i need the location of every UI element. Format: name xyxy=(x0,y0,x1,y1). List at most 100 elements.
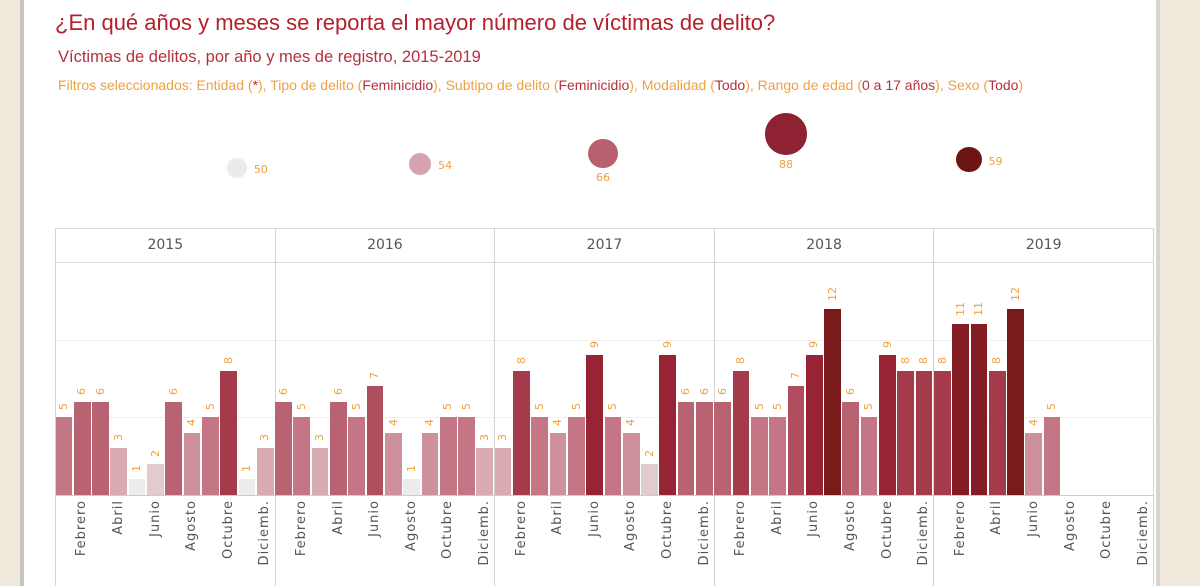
bar xyxy=(1043,417,1061,495)
bar-value-label: 5 xyxy=(569,403,583,411)
bar-value-label: 9 xyxy=(587,341,601,349)
bar-value-label: 8 xyxy=(898,356,912,364)
bar xyxy=(183,432,201,495)
bar-value-label: 9 xyxy=(661,341,675,349)
bar xyxy=(567,417,585,495)
month-tick-label: Octubre xyxy=(660,500,676,560)
month-tick-label: Junio xyxy=(586,500,602,537)
bar xyxy=(604,417,622,495)
bar xyxy=(714,401,732,495)
header-top-line xyxy=(55,228,1153,229)
bar xyxy=(805,355,823,495)
bar xyxy=(513,370,530,495)
month-tick-label: Agosto xyxy=(1062,500,1078,551)
year-header: 2015 xyxy=(55,228,275,262)
year-header: 2017 xyxy=(494,228,714,262)
month-tick-label: Diciemb. xyxy=(696,500,712,566)
bar xyxy=(824,308,841,495)
bar xyxy=(201,417,219,495)
bar-value-label: 6 xyxy=(679,387,693,395)
total-label: 54 xyxy=(438,159,453,173)
total-bubble xyxy=(227,158,247,178)
bar xyxy=(439,417,457,495)
bar-value-label: 3 xyxy=(313,434,327,442)
bar-value-label: 1 xyxy=(404,465,418,473)
bar xyxy=(952,324,969,495)
bar-value-label: 5 xyxy=(532,403,546,411)
bar xyxy=(860,417,878,495)
filter-item: Tipo de delito (Feminicidio), xyxy=(270,77,446,93)
bar xyxy=(1007,308,1024,495)
bar xyxy=(128,479,146,495)
panel-divider xyxy=(55,228,56,586)
bar-value-label: 3 xyxy=(496,434,510,442)
bar-value-label: 1 xyxy=(240,465,254,473)
month-tick-label: Febrero xyxy=(952,500,968,557)
year-header: 2018 xyxy=(713,228,934,262)
bar-value-label: 8 xyxy=(221,356,235,364)
total-label: 66 xyxy=(596,171,610,185)
month-tick-label: Febrero xyxy=(74,500,90,557)
bar-value-label: 5 xyxy=(441,403,455,411)
bar-value-label: 4 xyxy=(386,418,400,426)
bar xyxy=(110,448,128,495)
bar xyxy=(659,355,677,495)
bar-value-label: 7 xyxy=(789,372,803,380)
total-label: 59 xyxy=(988,154,1003,168)
month-tick-label: Abril xyxy=(550,500,566,535)
bar xyxy=(970,324,988,495)
bar-value-label: 1 xyxy=(130,465,144,473)
filter-item: Rango de edad (0 a 17 años), xyxy=(757,77,948,93)
bar-value-label: 7 xyxy=(368,372,382,380)
month-tick-label: Octubre xyxy=(220,500,236,560)
month-tick-label: Octubre xyxy=(440,500,456,560)
bar xyxy=(293,417,311,495)
total-bubble xyxy=(956,147,982,173)
year-header: 2016 xyxy=(274,228,495,262)
bar-value-label: 3 xyxy=(478,434,492,442)
bar xyxy=(933,370,951,495)
bar-value-label: 8 xyxy=(935,356,949,364)
bar-value-label: 5 xyxy=(770,403,784,411)
bar-value-label: 5 xyxy=(57,403,71,411)
month-tick-label: Abril xyxy=(989,500,1005,535)
filter-item: Subtipo de delito (Feminicidio), xyxy=(445,77,642,93)
bar xyxy=(787,386,805,495)
bar-value-label: 4 xyxy=(1027,418,1041,426)
bar-value-label: 6 xyxy=(93,387,107,395)
filters-title: Filtros seleccionados: xyxy=(58,77,197,93)
total-label: 88 xyxy=(779,157,793,171)
bar xyxy=(677,401,695,495)
month-tick-label: Diciemb. xyxy=(477,500,493,566)
month-tick-label: Diciemb. xyxy=(916,500,932,566)
year-header: 2019 xyxy=(933,228,1153,262)
bar-value-label: 6 xyxy=(276,387,290,395)
filter-item: Sexo (Todo) xyxy=(947,77,1024,93)
bar xyxy=(988,370,1006,495)
month-tick-label: Junio xyxy=(367,500,383,537)
panel-divider xyxy=(494,228,496,586)
bar xyxy=(458,417,475,495)
bar-value-label: 8 xyxy=(917,356,931,364)
bar xyxy=(55,417,73,495)
selected-filters: Filtros seleccionados: Entidad (*), Tipo… xyxy=(58,77,1023,93)
bar xyxy=(586,355,603,495)
bar-value-label: 4 xyxy=(423,418,437,426)
bar xyxy=(549,432,567,495)
bar xyxy=(311,448,329,495)
month-tick-label: Diciemb. xyxy=(1135,500,1151,566)
bar xyxy=(769,417,786,495)
bar-value-label: 9 xyxy=(880,341,894,349)
filter-item: Entidad (*), xyxy=(196,77,271,93)
bar-value-label: 8 xyxy=(990,356,1004,364)
filter-item: Modalidad (Todo), xyxy=(641,77,758,93)
bar-value-label: 11 xyxy=(953,302,967,317)
total-bubble xyxy=(588,139,618,169)
bar-value-label: 6 xyxy=(75,387,89,395)
bar-value-label: 8 xyxy=(514,356,528,364)
bar-value-label: 4 xyxy=(624,418,638,426)
month-tick-label: Abril xyxy=(769,500,785,535)
bar xyxy=(531,417,549,495)
total-bubble xyxy=(765,113,807,155)
bar xyxy=(147,463,164,495)
